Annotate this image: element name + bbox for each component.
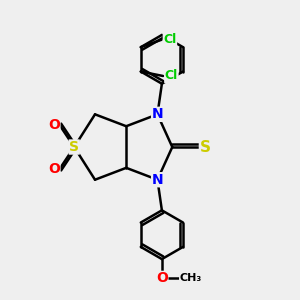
Text: O: O	[48, 162, 60, 176]
Text: Cl: Cl	[165, 70, 178, 83]
Text: N: N	[152, 173, 163, 187]
Text: Cl: Cl	[163, 33, 176, 46]
Text: O: O	[156, 272, 168, 285]
Text: S: S	[200, 140, 211, 154]
Text: CH₃: CH₃	[180, 273, 202, 284]
Text: N: N	[152, 107, 163, 121]
Text: O: O	[48, 118, 60, 132]
Text: S: S	[69, 140, 79, 154]
